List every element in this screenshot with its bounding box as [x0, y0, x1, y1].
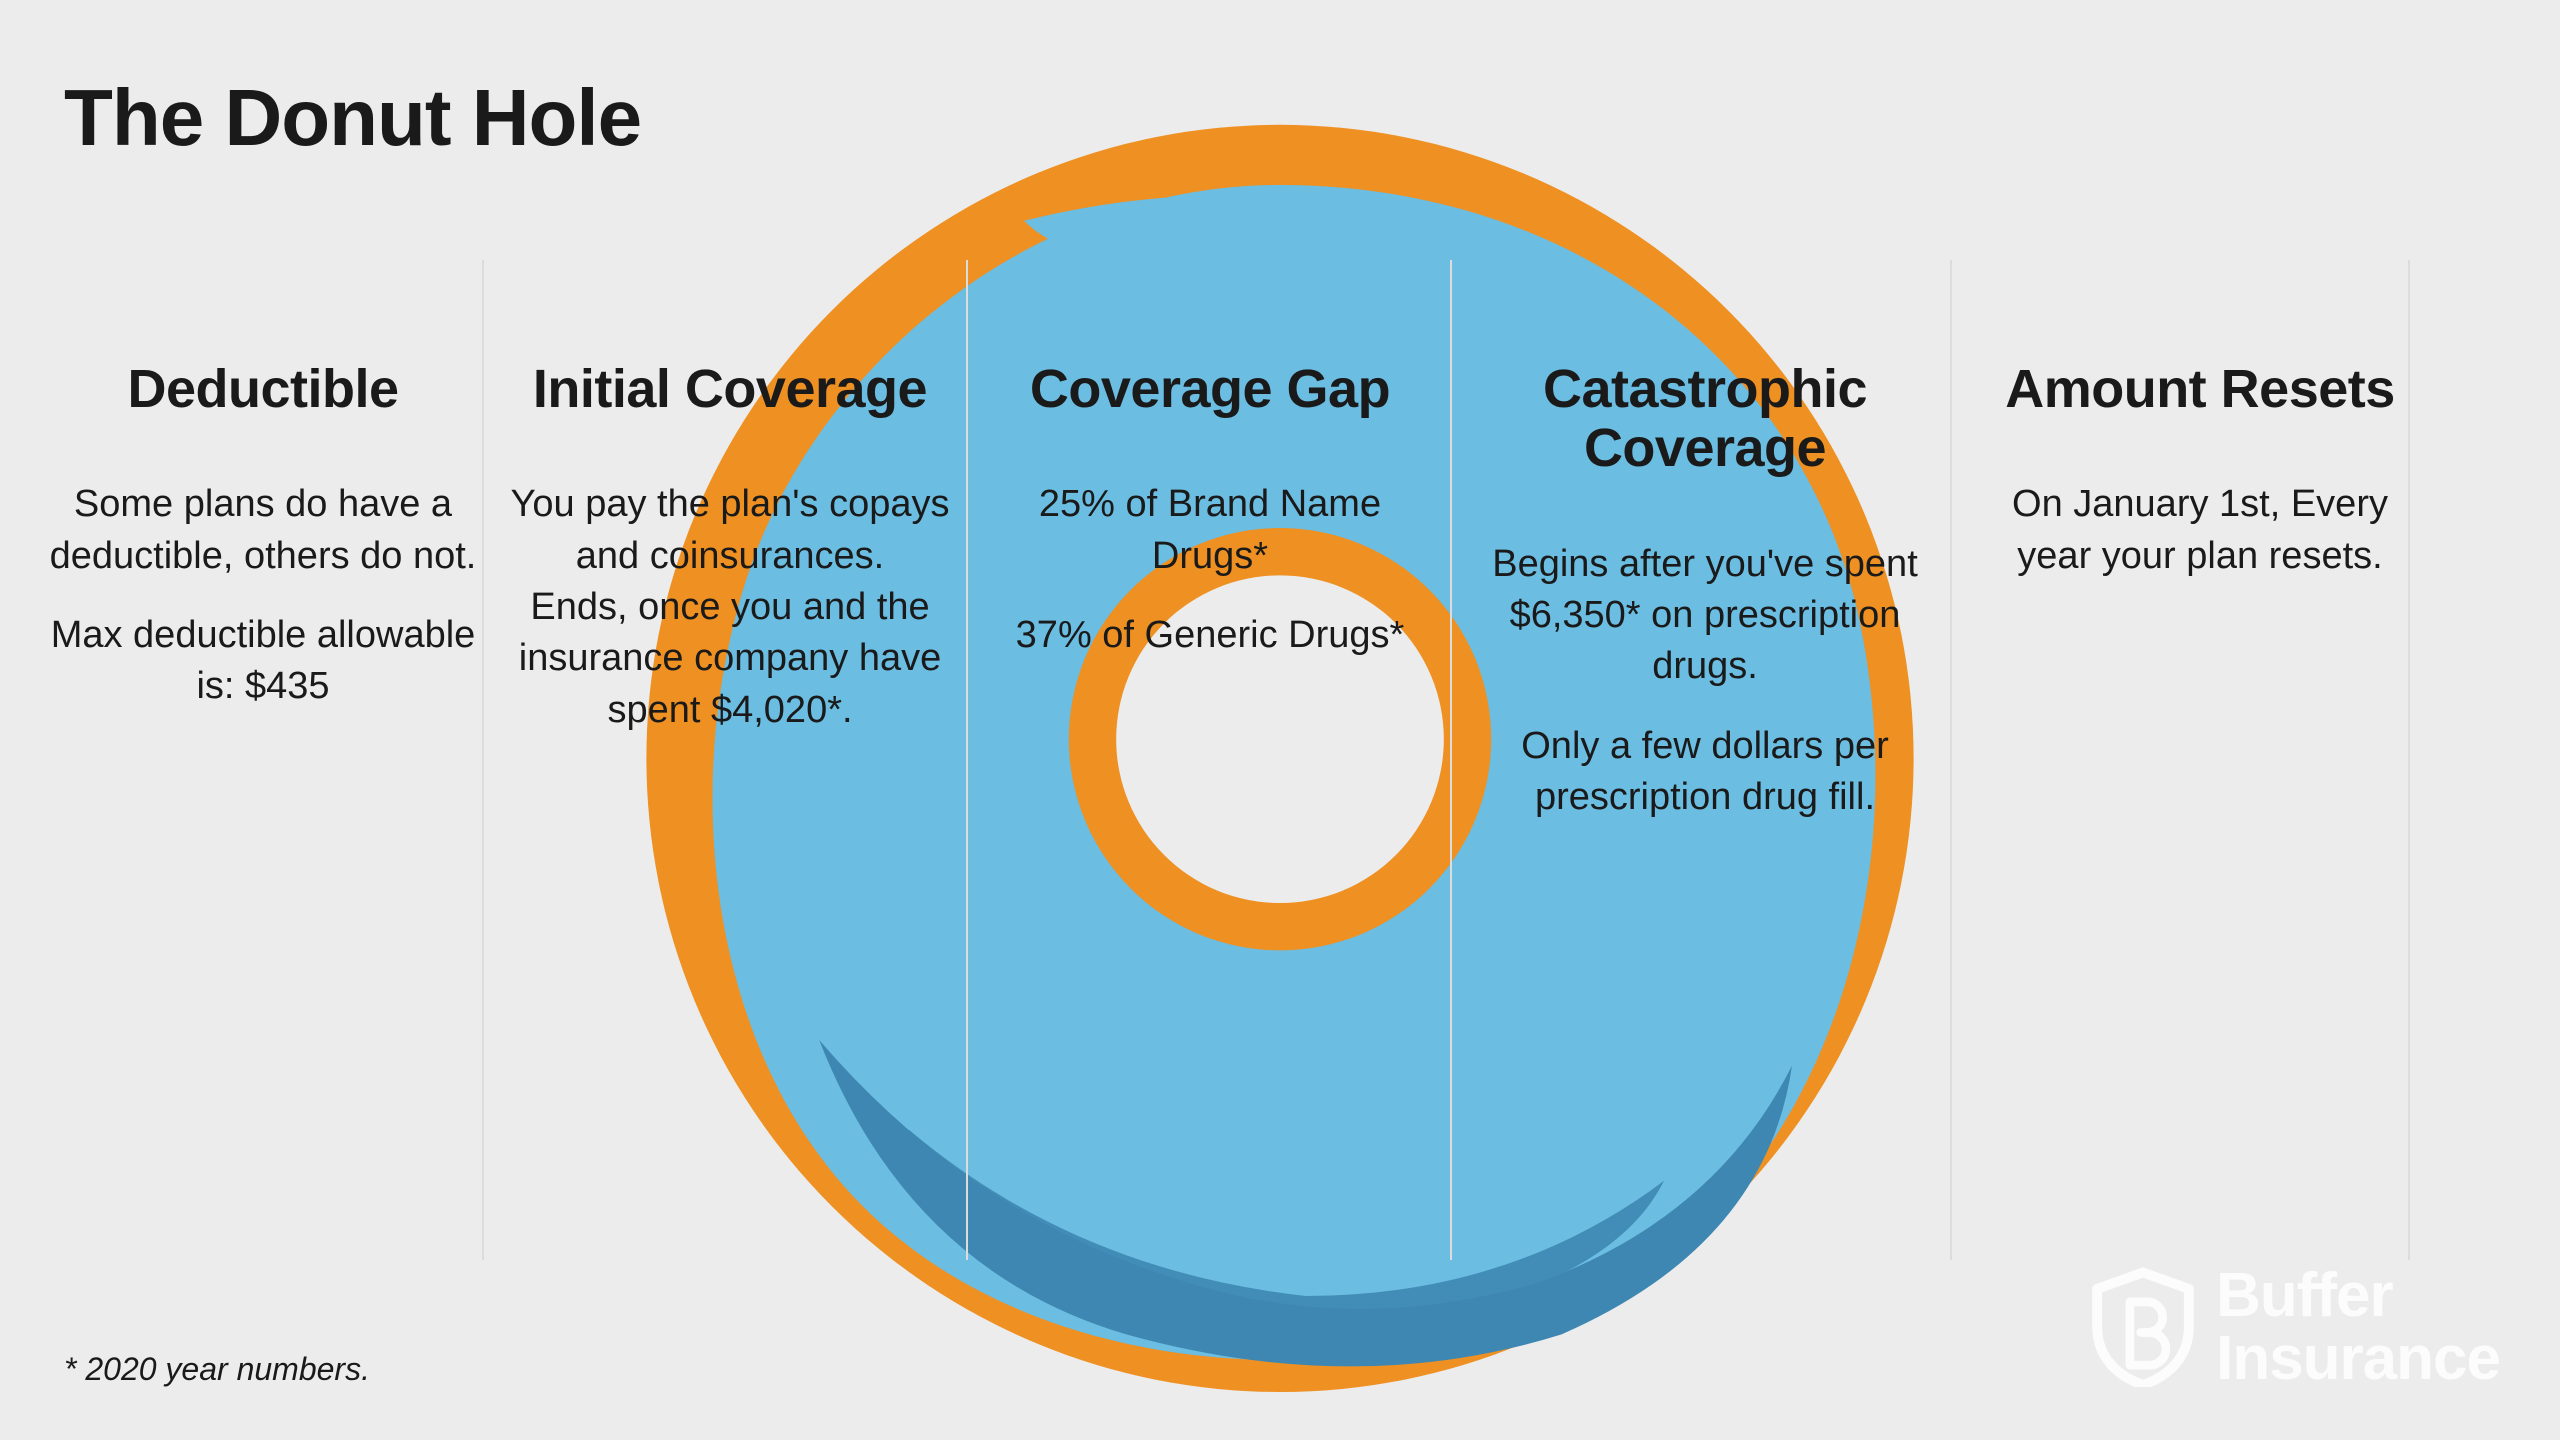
column-deductible: Deductible Some plans do have a deductibl…: [48, 360, 478, 741]
divider-line: [482, 260, 484, 1260]
column-body: 25% of Brand Name Drugs* 37% of Generic D…: [1000, 479, 1420, 661]
column-body-text: Only a few dollars per prescription drug…: [1470, 721, 1940, 824]
divider-line: [1950, 260, 1952, 1260]
column-body-text: Max deductible allowable is: $435: [48, 610, 478, 713]
column-gap: Coverage Gap 25% of Brand Name Drugs* 37% …: [1000, 360, 1420, 689]
column-body-text: 25% of Brand Name Drugs*: [1000, 479, 1420, 582]
brand-line2: Insurance: [2216, 1327, 2500, 1390]
column-body-text: You pay the plan's copays and coinsuranc…: [500, 479, 960, 735]
column-initial: Initial Coverage You pay the plan's copay…: [500, 360, 960, 764]
shield-icon: [2088, 1267, 2198, 1387]
column-body: Some plans do have a deductible, others …: [48, 479, 478, 712]
column-body-text: Some plans do have a deductible, others …: [48, 479, 478, 582]
divider-line: [1450, 260, 1452, 1260]
column-body: Begins after you've spent $6,350* on pre…: [1470, 539, 1940, 823]
column-catastrophic: Catastrophic Coverage Begins after you've…: [1470, 360, 1940, 851]
column-title: Amount Resets: [2000, 360, 2400, 419]
divider-line: [2408, 260, 2410, 1260]
column-body: On January 1st, Every year your plan res…: [2000, 479, 2400, 582]
brand-text: Buffer Insurance: [2216, 1264, 2500, 1390]
column-title: Coverage Gap: [1000, 360, 1420, 419]
column-title: Catastrophic Coverage: [1470, 360, 1940, 479]
column-body: You pay the plan's copays and coinsuranc…: [500, 479, 960, 735]
column-title: Initial Coverage: [500, 360, 960, 419]
column-body-text: On January 1st, Every year your plan res…: [2000, 479, 2400, 582]
column-body-text: Begins after you've spent $6,350* on pre…: [1470, 539, 1940, 693]
brand-watermark: Buffer Insurance: [2088, 1264, 2500, 1390]
divider-line: [966, 260, 968, 1260]
column-resets: Amount Resets On January 1st, Every year …: [2000, 360, 2400, 610]
infographic-canvas: The Donut Hole Deductible Some plans do h…: [0, 0, 2560, 1440]
column-body-text: 37% of Generic Drugs*: [1000, 610, 1420, 661]
footnote: * 2020 year numbers.: [64, 1351, 370, 1388]
column-title: Deductible: [48, 360, 478, 419]
brand-line1: Buffer: [2216, 1264, 2500, 1327]
page-title: The Donut Hole: [64, 72, 641, 164]
